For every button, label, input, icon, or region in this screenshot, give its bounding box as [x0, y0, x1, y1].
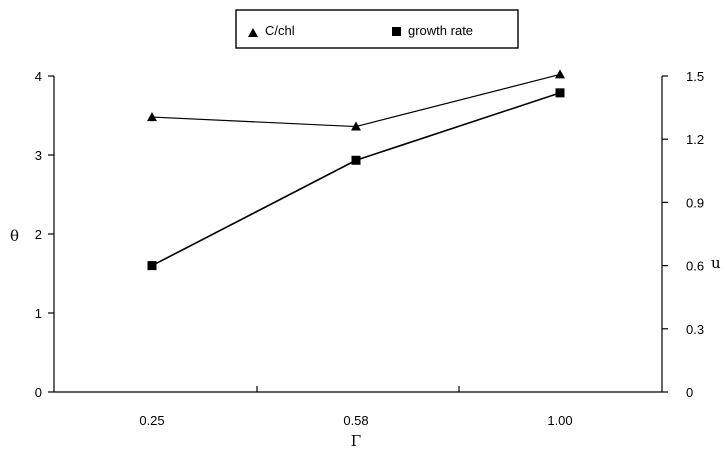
y-axis-left-ticks: 0 1 2 3 4: [35, 69, 54, 400]
legend-box: [235, 9, 519, 49]
y-right-tick-label: 0.9: [686, 195, 704, 210]
x-tick-label: 0.58: [343, 413, 368, 428]
y-right-tick-label: 1.2: [686, 132, 704, 147]
series-layer: [147, 69, 565, 271]
y-axis-left-title: θ: [10, 227, 19, 245]
data-point-triangle: [147, 112, 157, 122]
y-left-tick-label: 3: [35, 148, 42, 163]
data-point-square: [147, 261, 157, 271]
y-left-tick-label: 4: [35, 69, 42, 84]
legend-marker-square: [392, 27, 401, 36]
series-line-1: [151, 73, 561, 128]
data-point-square: [351, 155, 361, 165]
legend-marker-triangle: [248, 28, 258, 37]
data-point-square: [555, 88, 565, 98]
y-right-tick-label: 0: [686, 385, 693, 400]
y-right-tick-label: 0.6: [686, 259, 704, 274]
data-point-triangle: [351, 121, 361, 131]
y-left-tick-label: 1: [35, 306, 42, 321]
y-right-tick-label: 0.3: [686, 322, 704, 337]
legend-label-series-2: growth rate: [408, 23, 473, 38]
legend-label-series-1: C/chl: [265, 23, 295, 38]
x-tick-label: 0.25: [139, 413, 164, 428]
data-point-triangle: [555, 69, 565, 79]
x-tick-label: 1.00: [547, 413, 572, 428]
x-axis-title: Γ: [351, 432, 361, 450]
y-left-tick-label: 2: [35, 227, 42, 242]
series-line-2: [151, 92, 561, 267]
legend: C/chl growth rate: [235, 9, 519, 49]
y-left-tick-label: 0: [35, 385, 42, 400]
y-right-tick-label: 1.5: [686, 69, 704, 84]
y-axis-right-title: u: [711, 254, 721, 272]
y-axis-right-ticks: 0 0.3 0.6 0.9 1.2 1.5: [662, 69, 704, 400]
x-axis-ticks: 0.25 0.58 1.00: [139, 386, 573, 428]
